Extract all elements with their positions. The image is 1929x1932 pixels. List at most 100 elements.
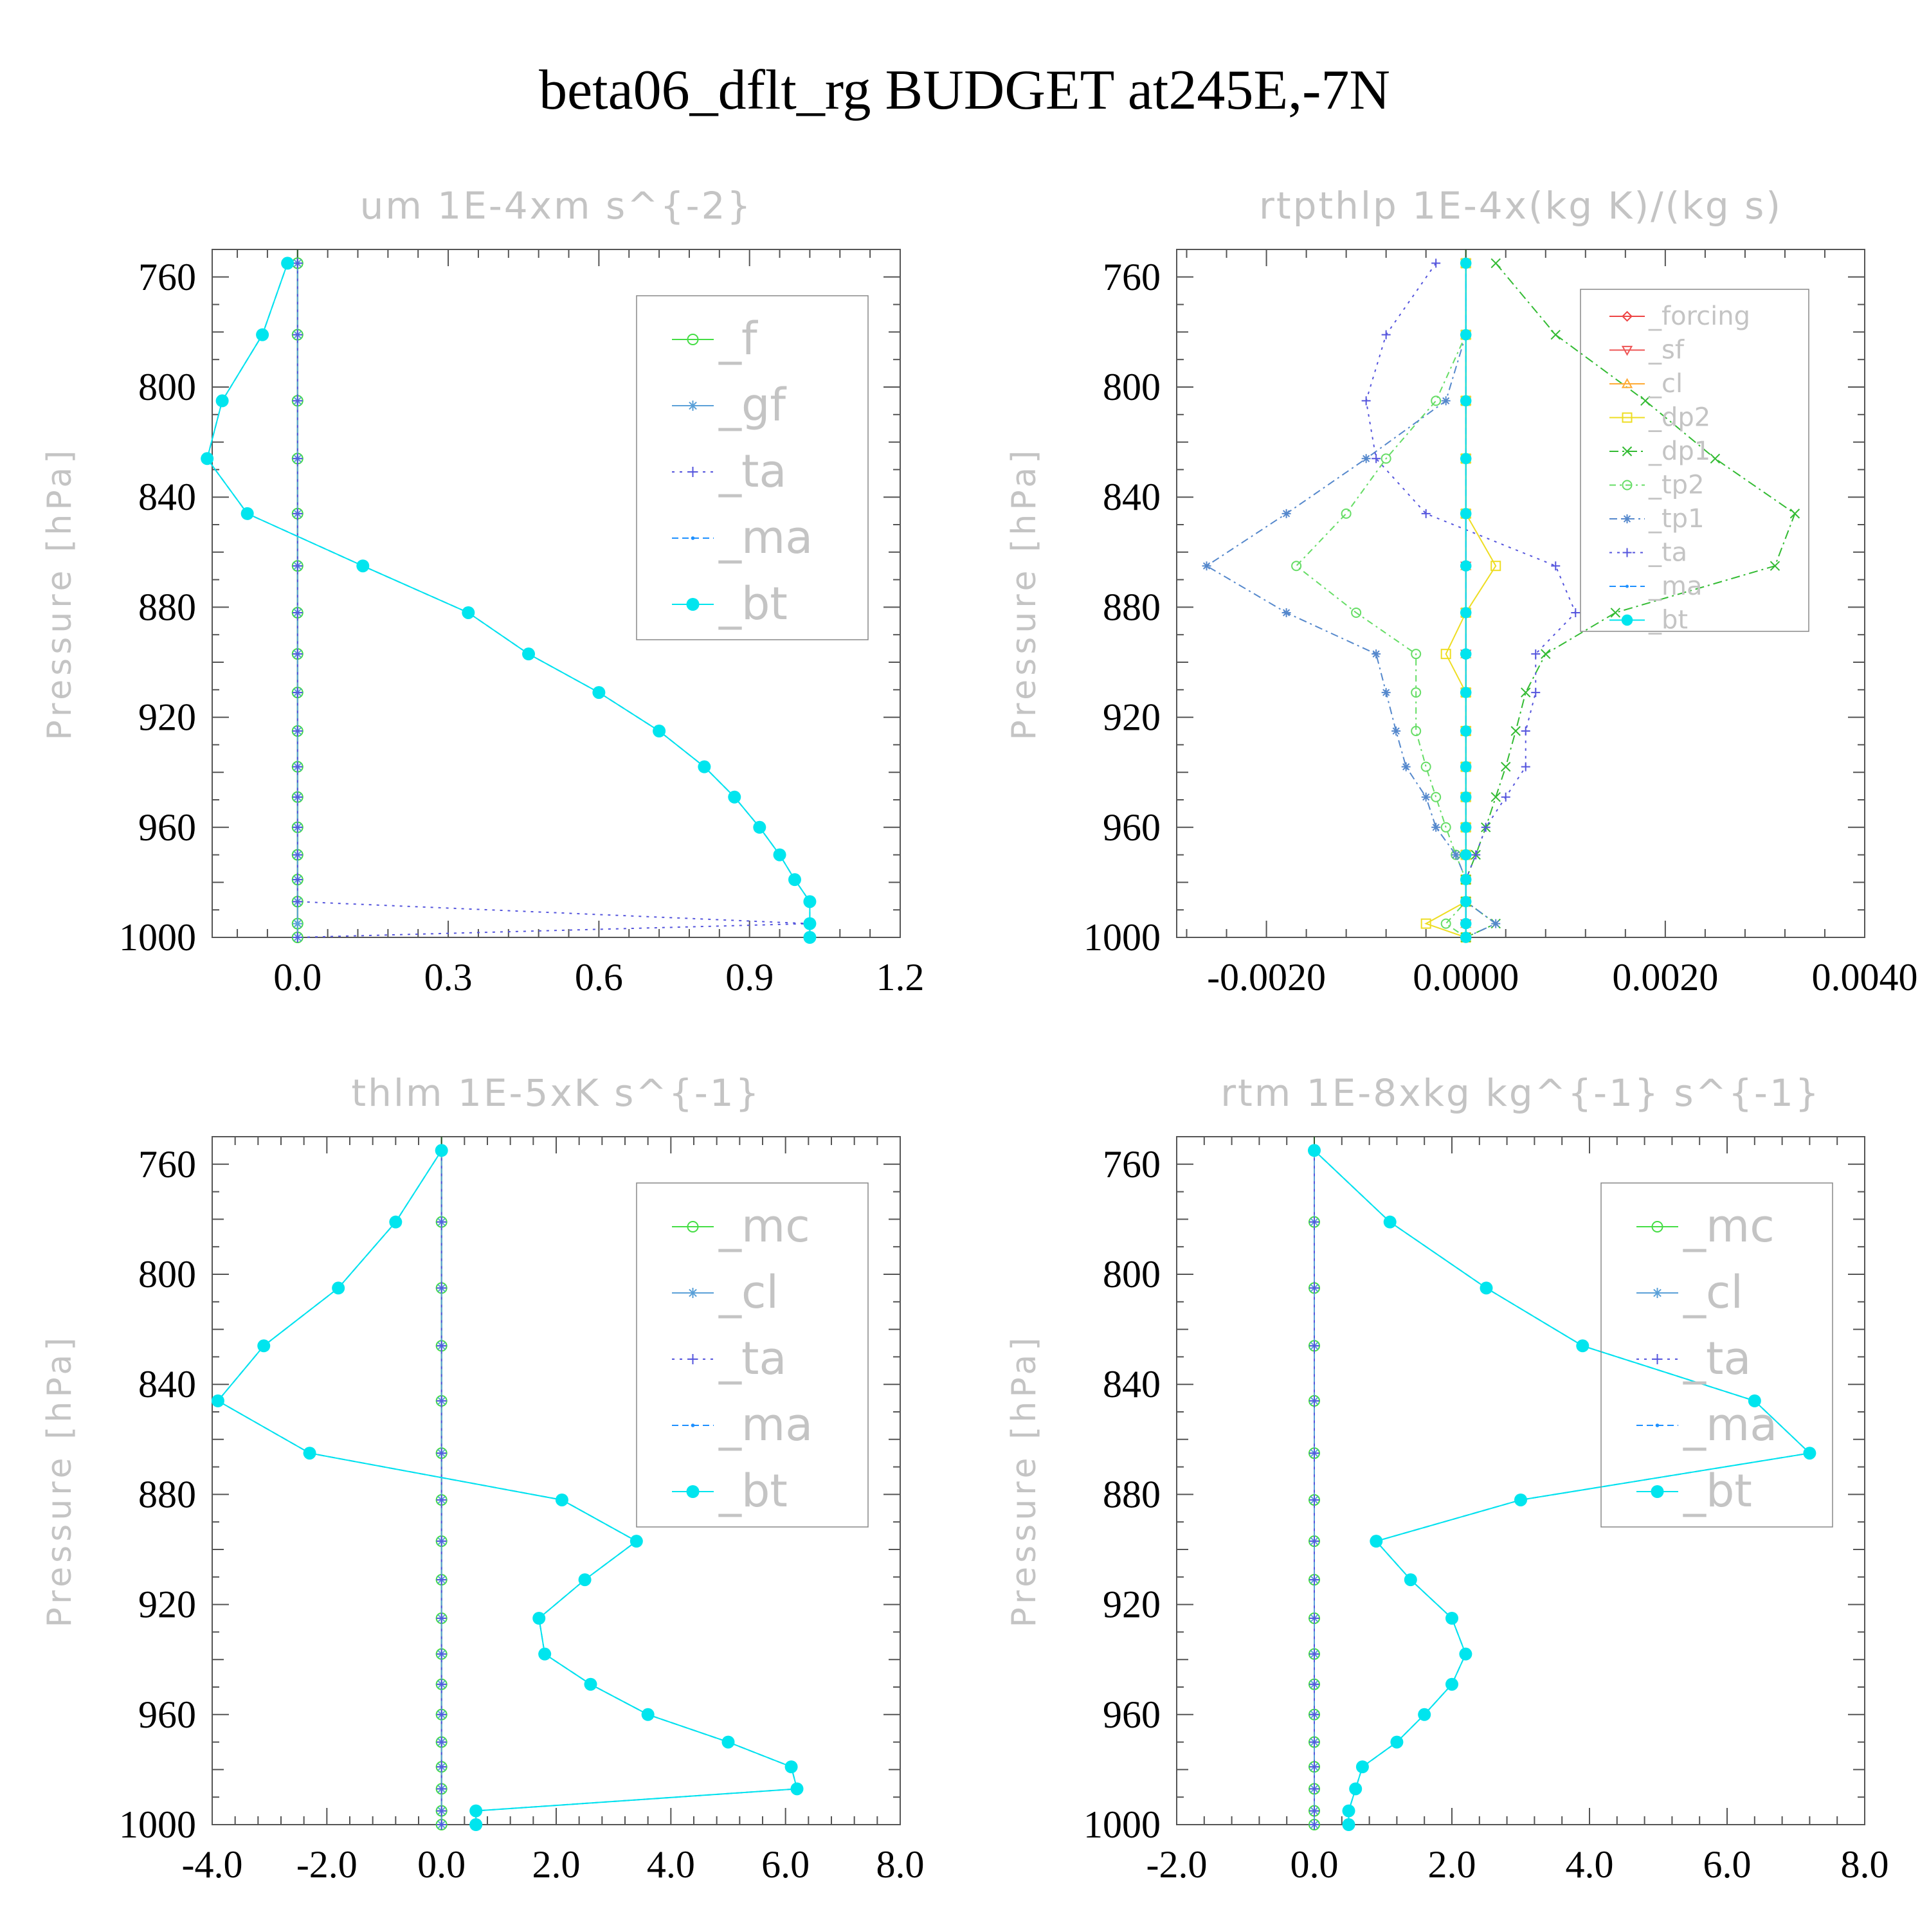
data-point	[1341, 508, 1352, 519]
data-point	[1491, 919, 1501, 928]
data-point	[803, 917, 817, 930]
legend-label: _ma	[1648, 572, 1702, 601]
data-point	[332, 1281, 345, 1295]
y-tick-label: 760	[1103, 1143, 1161, 1186]
legend-swatch-marker	[1651, 1485, 1664, 1498]
series-cl	[436, 1145, 447, 1830]
y-tick-label: 880	[1103, 1473, 1161, 1515]
data-point	[1460, 257, 1472, 269]
y-tick-label: 920	[138, 696, 196, 739]
data-point	[1431, 395, 1442, 406]
data-point	[292, 918, 303, 929]
data-point	[1372, 649, 1381, 659]
panel-title: um 1E-4xm s^{-2}	[360, 184, 753, 228]
data-point	[292, 649, 303, 660]
data-point	[292, 258, 303, 269]
data-point	[1803, 1447, 1816, 1460]
y-tick-label: 960	[138, 1693, 196, 1736]
y-tick-label: 880	[1103, 586, 1161, 628]
data-point	[436, 1613, 447, 1623]
data-point	[1490, 258, 1501, 269]
x-tick-label: 8.0	[876, 1843, 925, 1886]
chart-rtpthlp: rtpthlp 1E-4x(kg K)/(kg s) Pressure [hPa]…	[1005, 184, 1918, 998]
data-point	[629, 1535, 643, 1548]
data-point	[292, 453, 303, 464]
series-line	[296, 263, 810, 938]
data-point	[728, 790, 741, 804]
data-point	[1501, 761, 1511, 772]
data-point	[436, 1709, 447, 1720]
data-point	[1445, 1612, 1458, 1625]
data-point	[281, 257, 294, 270]
y-tick-label: 840	[138, 476, 196, 518]
data-point	[1460, 917, 1472, 930]
data-point	[1510, 726, 1521, 736]
data-point	[1309, 1448, 1319, 1459]
data-point	[1342, 1818, 1355, 1831]
data-point	[1342, 1804, 1355, 1818]
legend-box	[1580, 289, 1809, 632]
data-point	[1571, 608, 1580, 617]
data-point	[292, 849, 303, 860]
data-point	[1401, 762, 1411, 772]
plot-frame	[212, 249, 901, 938]
data-point	[1381, 453, 1391, 464]
data-point	[1309, 1648, 1319, 1659]
plot-frame	[1176, 1136, 1865, 1825]
data-point	[1418, 1708, 1431, 1721]
legend-swatch-marker	[687, 401, 698, 411]
legend-swatch-marker	[687, 1221, 699, 1232]
y-axis-label: Pressure [hPa]	[1005, 447, 1044, 741]
data-point	[436, 1737, 447, 1747]
data-point	[1460, 607, 1472, 618]
legend-swatch-marker	[687, 1354, 698, 1364]
y-tick-label: 760	[138, 1143, 196, 1186]
data-point	[1431, 258, 1441, 268]
data-point	[292, 607, 303, 618]
data-point	[1309, 1709, 1319, 1720]
panel-rtm: rtm 1E-8xkg kg^{-1} s^{-1} Pressure [hPa]…	[964, 1061, 1929, 1929]
data-point	[1309, 1536, 1319, 1547]
panel-um: um 1E-4xm s^{-2} Pressure [hPa] 0.0 0.3 0.6 0…	[0, 174, 964, 1042]
data-point	[1440, 649, 1451, 660]
data-point	[592, 686, 606, 700]
legend: _mc _cl _ta _ma _bt	[636, 1182, 869, 1528]
panel-thlm: thlm 1E-5xK s^{-1} Pressure [hPa] -4.0 -2.0…	[0, 1061, 964, 1929]
data-point	[1309, 1762, 1319, 1773]
data-point	[1460, 791, 1472, 803]
data-point	[1440, 918, 1451, 929]
data-point	[555, 1493, 568, 1506]
data-point	[1460, 725, 1472, 737]
y-tick-label: 760	[138, 256, 196, 298]
y-tick-label: 800	[1103, 366, 1161, 408]
y-axis-label: Pressure [hPa]	[41, 1334, 79, 1628]
data-point	[1391, 727, 1401, 736]
y-tick-label: 800	[138, 1253, 196, 1296]
y-tick-label: 840	[1103, 476, 1161, 518]
legend-box	[636, 1182, 869, 1528]
data-point	[1490, 561, 1501, 572]
data-point	[436, 1805, 447, 1816]
legend-swatch-marker	[686, 1485, 700, 1498]
legend-label: _mc	[718, 1200, 810, 1252]
data-point	[653, 725, 666, 737]
x-tick-label: -2.0	[296, 1843, 358, 1886]
data-point	[803, 931, 817, 944]
data-point	[532, 1612, 546, 1625]
data-point	[790, 1782, 804, 1796]
legend-label: _gf	[718, 379, 786, 431]
series-line	[1205, 263, 1498, 938]
data-point	[257, 1339, 271, 1353]
data-point	[462, 606, 475, 619]
y-tick-label: 840	[1103, 1363, 1161, 1405]
data-point	[753, 820, 766, 834]
data-point	[436, 1762, 447, 1773]
x-tick-label: 0.6	[575, 956, 623, 998]
data-point	[1460, 560, 1472, 572]
legend-label: _dp2	[1648, 403, 1710, 433]
series-ma	[216, 1148, 799, 1827]
data-point	[803, 895, 817, 908]
data-point	[522, 647, 536, 661]
y-tick-label: 920	[1103, 1584, 1161, 1626]
data-point	[292, 761, 303, 772]
